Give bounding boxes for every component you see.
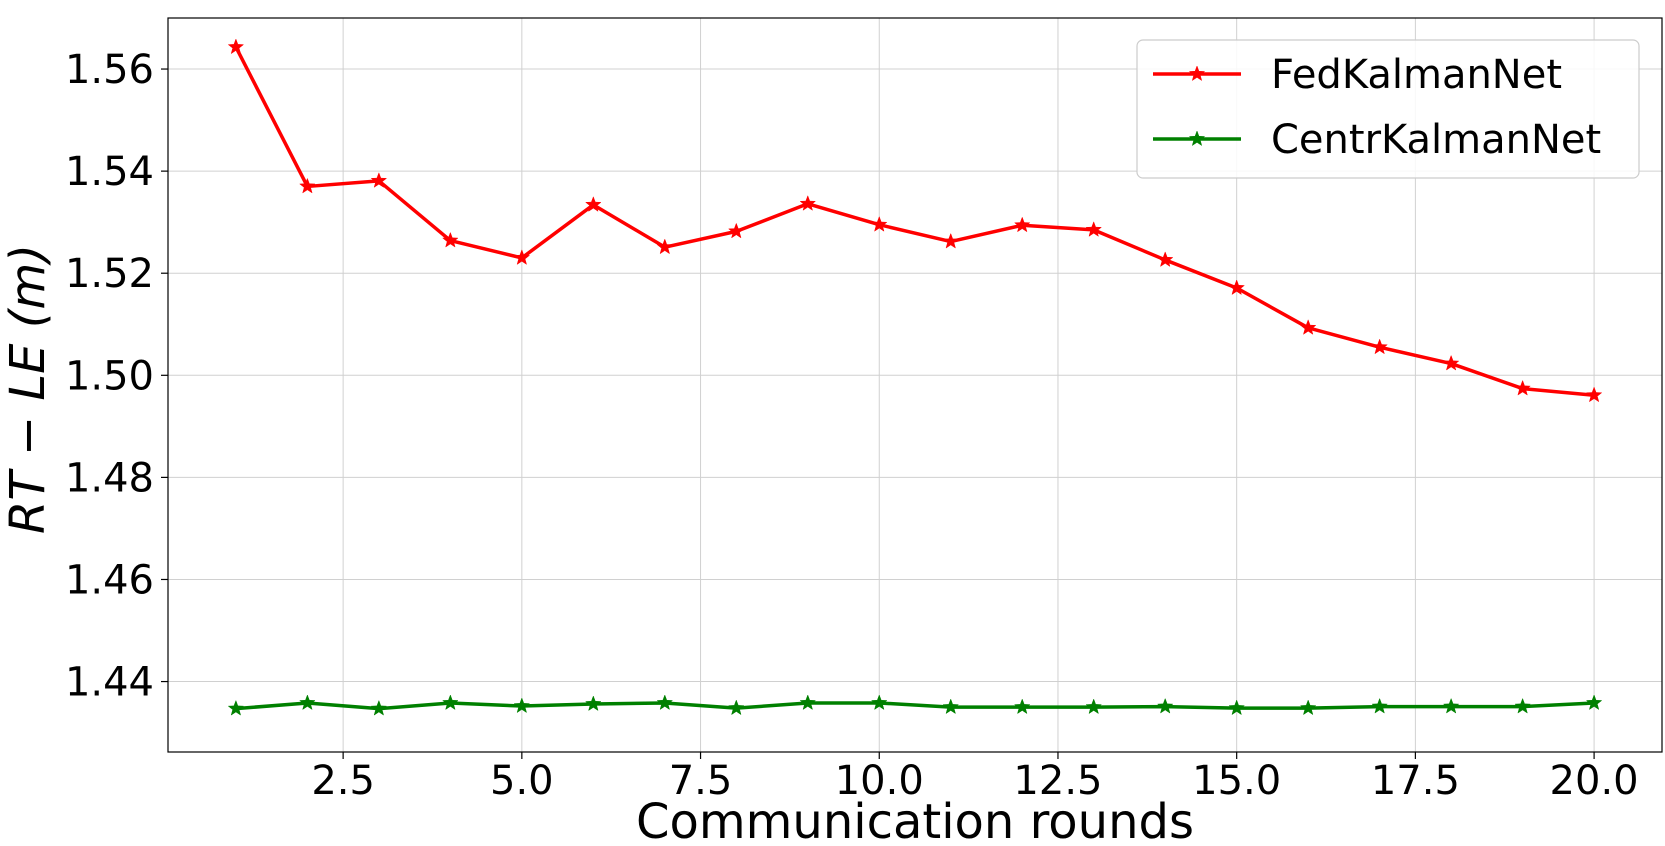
data-point-star [299,177,316,194]
data-point-star [585,196,602,212]
series-line [235,701,1595,711]
data-point-star [227,38,245,55]
data-point-star [1156,251,1174,267]
x-tick-label: 7.5 [669,758,733,804]
data-point-star [656,238,674,255]
data-point-star [1371,697,1388,714]
data-point-star [1299,699,1317,716]
data-point-star [870,694,888,711]
y-tick-label: 1.46 [65,557,154,603]
data-point-star [799,694,817,711]
data-point-star [299,694,316,711]
data-point-star [1013,698,1031,715]
data-point-star [585,695,602,712]
data-point-star [1228,699,1245,716]
data-point-star [513,249,531,265]
data-point-star [1013,216,1031,233]
legend-label: FedKalmanNet [1271,52,1562,98]
data-point-star [1514,379,1531,396]
data-point-star [1585,694,1603,711]
legend-item: FedKalmanNet [1153,52,1562,98]
data-point-star [1514,697,1531,714]
data-point-star [942,232,960,249]
data-point-star [370,172,388,188]
legend-star-icon [1188,65,1206,82]
plot-frame [167,17,1663,753]
y-tick-label: 1.52 [65,251,154,297]
x-tick-label: 5.0 [490,758,554,804]
y-tick-label: 1.50 [65,353,154,399]
data-point-star [799,195,817,211]
data-point-star [370,699,388,716]
data-point-star [656,694,674,711]
y-axis: 1.44 1.46 1.48 1.50 1.52 1.54 1.56 [65,47,168,706]
data-point-star [1442,697,1460,714]
data-point-star [942,698,960,715]
x-tick-label: 15.0 [1192,758,1281,804]
x-tick-label: 17.5 [1371,758,1460,804]
data-point-star [442,694,459,711]
data-point-star [870,216,888,232]
data-point-star [442,231,459,248]
legend-label: CentrKalmanNet [1271,117,1601,163]
data-point-star [728,222,745,239]
data-point-star [1299,319,1317,335]
series-centrkalmannet [227,694,1603,716]
y-tick-label: 1.54 [65,149,154,195]
data-point-star [227,699,245,716]
data-point-star [513,697,531,714]
x-axis: 2.5 5.0 7.5 10.0 12.5 15.0 17.5 20.0 [311,752,1639,804]
y-tick-label: 1.48 [65,455,154,501]
legend-star-icon [1188,130,1206,147]
legend: FedKalmanNet CentrKalmanNet [1136,39,1640,179]
data-point-star [1371,338,1388,355]
series-line [234,46,1595,397]
x-tick-label: 12.5 [1013,758,1102,804]
x-tick-label: 20.0 [1550,758,1639,804]
y-tick-label: 1.56 [65,47,154,93]
legend-item: CentrKalmanNet [1153,117,1601,163]
series-fedkalmannet [227,38,1603,403]
data-point-star [1228,279,1245,296]
series-group [227,38,1603,716]
data-point-star [1156,697,1174,714]
data-point-star [728,699,745,716]
data-point-star [1442,354,1460,371]
data-point-star [1085,221,1102,237]
data-point-star [1085,698,1102,715]
y-axis-title: RT − LE (m) [0,244,56,534]
x-tick-label: 10.0 [835,758,924,804]
x-tick-label: 2.5 [311,758,375,804]
data-point-star [1585,386,1603,403]
y-tick-label: 1.44 [65,660,154,706]
legend-box [1136,39,1640,179]
x-axis-title: Communication rounds [636,794,1194,846]
